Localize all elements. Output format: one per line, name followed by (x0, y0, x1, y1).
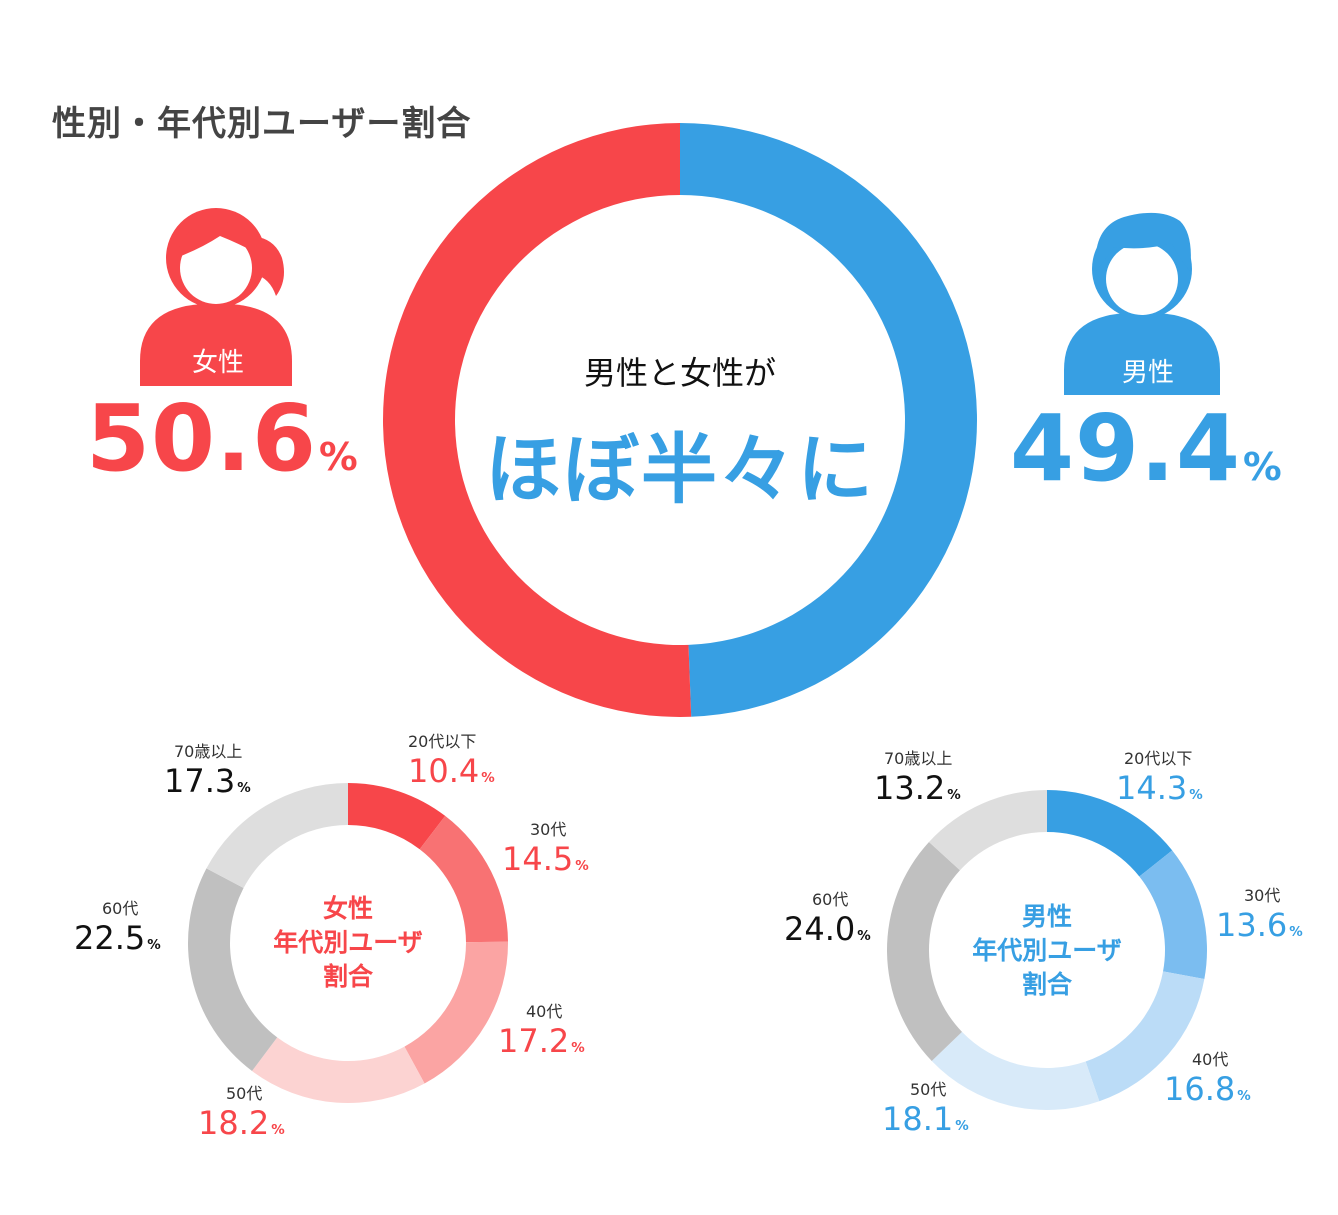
female-percent: 50.6% (86, 385, 359, 492)
male-age-label-30s: 30代 13.6% (1216, 886, 1303, 944)
male-segment-30s (1139, 850, 1207, 979)
male-segment-40s (1085, 971, 1205, 1102)
male-segment-60s (887, 841, 963, 1061)
page-title: 性別・年代別ユーザー割合 (52, 104, 472, 144)
female-segment-30s (419, 815, 508, 943)
male-label: 男性 (1121, 358, 1174, 388)
female-label: 女性 (191, 348, 244, 378)
male-age-label-60s: 60代 24.0% (784, 890, 871, 948)
male-segment-50s (931, 1031, 1100, 1110)
male-age-inner-label: 男性 年代別ユーザ 割合 (972, 902, 1122, 999)
female-age-label-40s: 40代 17.2% (498, 1002, 585, 1060)
male-age-label-70s: 70歳以上 13.2% (874, 749, 961, 807)
female-age-label-70s: 70歳以上 17.3% (164, 742, 251, 800)
female-age-label-30s: 30代 14.5% (502, 820, 589, 878)
female-age-label-60s: 60代 22.5% (74, 899, 161, 957)
female-segment-60s (188, 868, 278, 1072)
male-percent: 49.4% (1010, 395, 1283, 502)
male-age-label-20s: 20代以下 14.3% (1116, 749, 1203, 807)
male-age-donut-chart (887, 790, 1207, 1110)
center-subtitle: 男性と女性が (583, 354, 776, 392)
female-segment-70s (206, 783, 348, 888)
female-segment (383, 123, 692, 717)
male-user-icon (1064, 212, 1220, 395)
male-segment-70s (928, 790, 1047, 871)
female-segment-40s (404, 941, 508, 1084)
female-user-icon (140, 208, 292, 386)
male-segment-20s (1047, 790, 1173, 877)
female-age-label-50s: 50代 18.2% (198, 1084, 285, 1142)
female-segment-20s (348, 783, 446, 850)
female-age-inner-label: 女性 年代別ユーザ 割合 (273, 894, 423, 991)
center-headline: ほぼ半々に (485, 425, 875, 514)
male-segment (680, 123, 977, 717)
female-segment-50s (252, 1037, 425, 1103)
gender-donut-chart (383, 123, 977, 717)
male-age-label-40s: 40代 16.8% (1164, 1050, 1251, 1108)
male-age-label-50s: 50代 18.1% (882, 1080, 969, 1138)
female-age-donut-chart (188, 783, 508, 1103)
female-age-label-20s: 20代以下 10.4% (408, 732, 495, 790)
